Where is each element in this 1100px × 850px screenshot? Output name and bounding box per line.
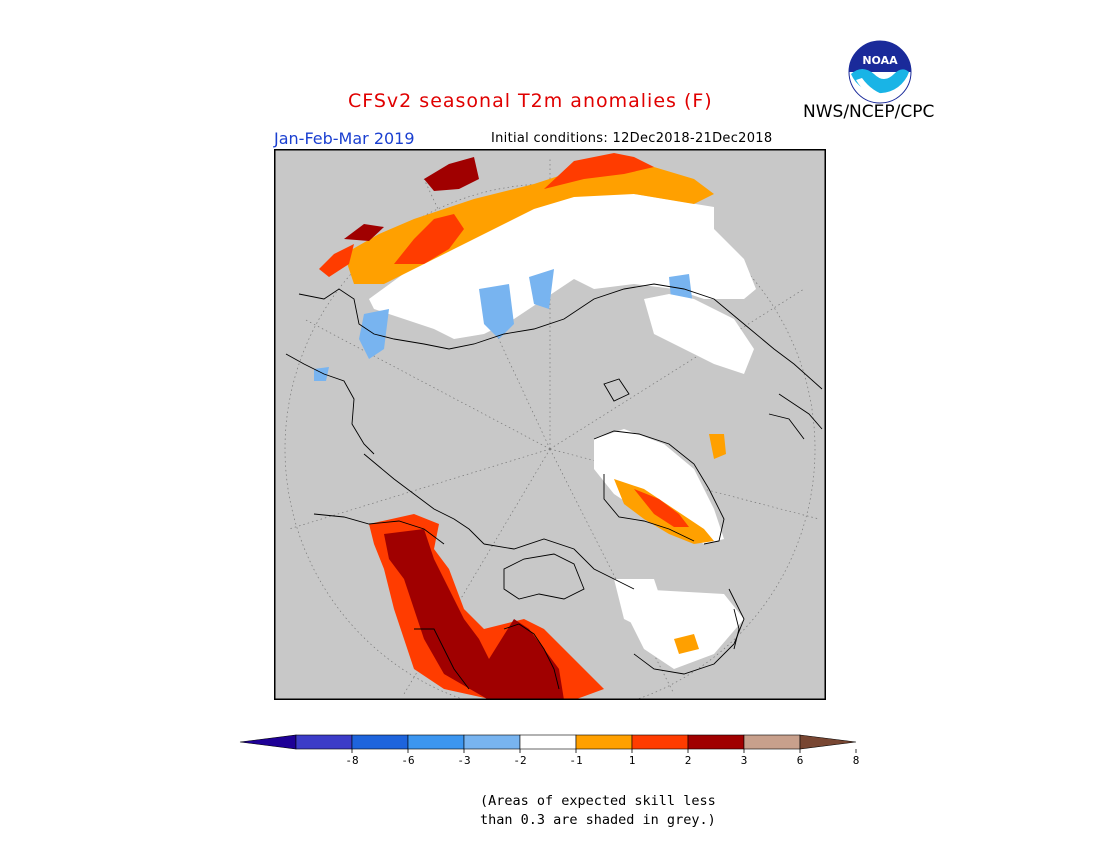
- legend-tick-label: 1: [629, 754, 636, 767]
- season-label: Jan-Feb-Mar 2019: [274, 129, 415, 148]
- legend-swatch: [743, 734, 801, 750]
- legend-tick-label: -2: [513, 754, 526, 767]
- footnote-line-1: (Areas of expected skill less: [480, 793, 716, 809]
- greenland-anomaly-region: [594, 429, 726, 544]
- legend-tick-label: -8: [345, 754, 358, 767]
- anomaly-map: [274, 149, 826, 700]
- legend-tick-label: -3: [457, 754, 470, 767]
- legend-swatch: [407, 734, 465, 750]
- initial-conditions-label: Initial conditions: 12Dec2018-21Dec2018: [491, 131, 773, 146]
- map-frame: [274, 149, 826, 700]
- logo-text: NOAA: [862, 54, 898, 67]
- footnote-line-2: than 0.3 are shaded in grey.): [480, 812, 716, 828]
- legend-swatch: [295, 734, 353, 750]
- chart-title-text: CFSv2 seasonal T2m anomalies (F): [348, 90, 713, 112]
- legend-swatch: [687, 734, 745, 750]
- legend-swatch: [631, 734, 689, 750]
- legend-swatch: [575, 734, 633, 750]
- noaa-logo-icon: NOAA: [848, 40, 912, 104]
- legend-arrow-high: [799, 734, 857, 750]
- legend-swatch: [463, 734, 521, 750]
- legend-tick-label: 3: [741, 754, 748, 767]
- legend-tick-label: 8: [853, 754, 860, 767]
- legend-swatch: [519, 734, 577, 750]
- asia-anomaly-region: [314, 153, 756, 381]
- organization-label: NWS/NCEP/CPC: [803, 102, 935, 122]
- legend-arrow-low: [239, 734, 297, 750]
- north-america-anomaly-region: [369, 514, 744, 699]
- legend-tick-label: -6: [401, 754, 414, 767]
- legend-tick-label: 6: [797, 754, 804, 767]
- color-legend: -8 -6 -3 -2 -1 1 2 3 6 8: [239, 734, 860, 767]
- legend-swatch: [351, 734, 409, 750]
- coastlines: [285, 283, 823, 690]
- skill-footnote: (Areas of expected skill less than 0.3 a…: [480, 792, 716, 830]
- legend-tick-label: -1: [569, 754, 582, 767]
- latitude-circle: [284, 183, 816, 699]
- legend-tick-label: 2: [685, 754, 692, 767]
